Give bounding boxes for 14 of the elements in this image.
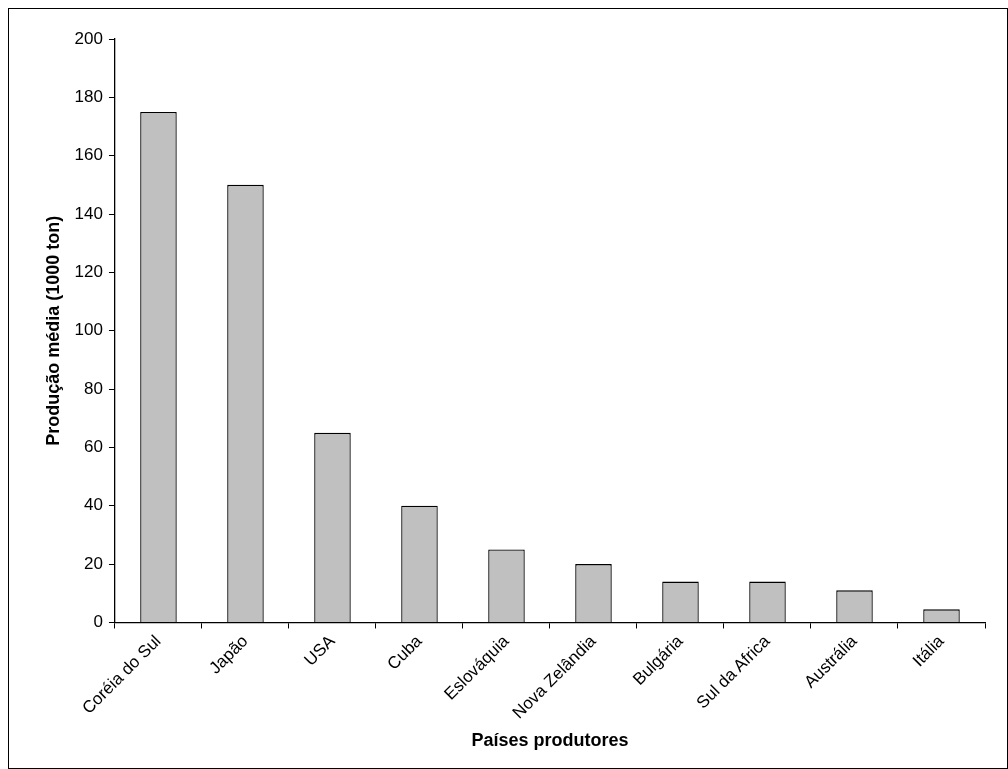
y-tick-label: 0 — [93, 612, 103, 632]
x-tick-label: USA — [300, 630, 340, 670]
y-axis-title: Produção média (1000 ton) — [42, 215, 63, 446]
y-tick-label: 40 — [84, 495, 103, 515]
y-tick-label: 20 — [84, 553, 103, 573]
y-tick-label: 140 — [74, 203, 103, 223]
y-tick-label: 100 — [74, 320, 103, 340]
y-tick-label: 60 — [84, 437, 103, 457]
y-tick-label: 120 — [74, 262, 103, 282]
y-tick-label: 180 — [74, 87, 103, 107]
x-axis-title: Países produtores — [471, 730, 629, 751]
y-tick-label: 80 — [84, 378, 103, 398]
y-tick-label: 200 — [74, 28, 103, 48]
y-tick-label: 160 — [74, 145, 103, 165]
